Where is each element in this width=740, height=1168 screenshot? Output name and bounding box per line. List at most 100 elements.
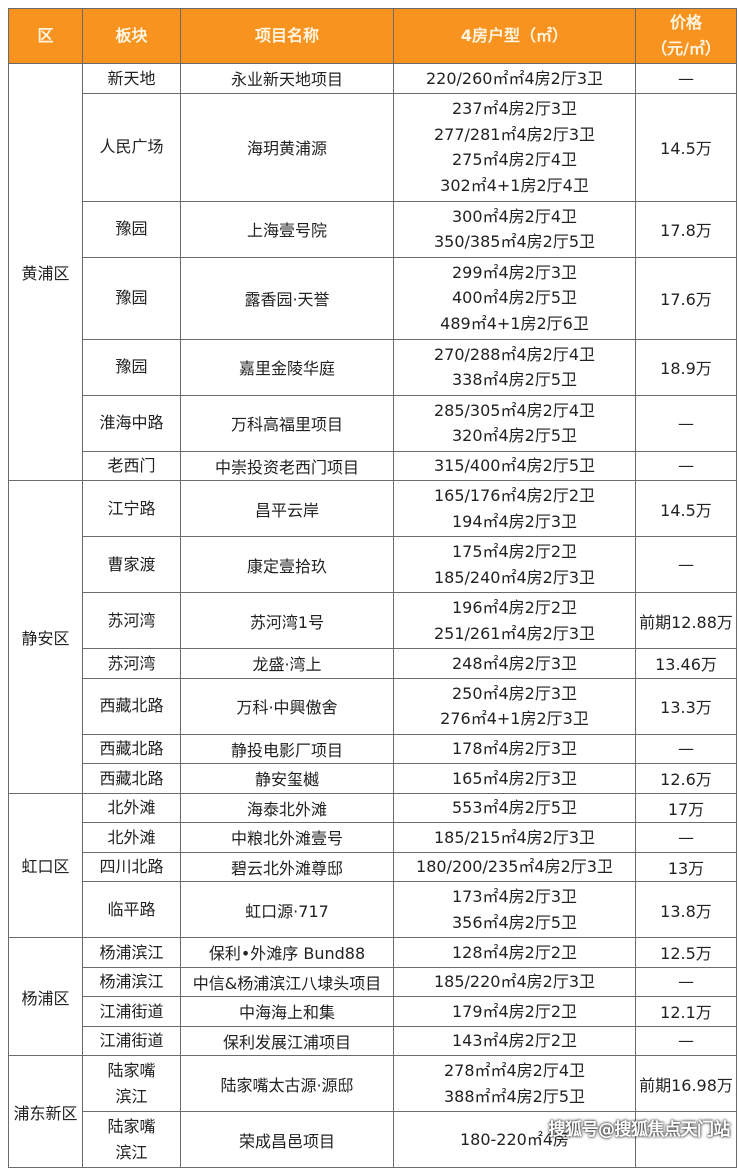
watermark: 搜狐号@搜狐焦点天门站	[548, 1120, 731, 1140]
price-cell: 17.8万	[635, 200, 737, 258]
table-row: 浦东新区 陆家嘴 滨江 陆家嘴太古源·源邸 278㎡㎡4房2厅4卫 388㎡㎡4房2厅5卫…	[8, 1055, 737, 1168]
price-cell: 12.5万	[635, 937, 737, 968]
sector-line: 北外滩	[107, 798, 156, 817]
layout-line: 300㎡4房2厅4卫	[451, 206, 578, 226]
layout-line: 315/400㎡4房2厅5卫	[433, 456, 595, 475]
header-sector: 板块	[82, 8, 181, 64]
layout-line: 220/260㎡㎡4房2厅3卫	[425, 68, 603, 88]
layout-cell: 165㎡4房2厅3卫	[393, 763, 636, 794]
table-row: 江浦街道 中海海上和集 179㎡4房2厅2卫 12.1万	[9, 996, 737, 1027]
sector-cell: 江宁路	[82, 480, 181, 537]
project-cell: 虹口源·717	[180, 881, 394, 938]
table-row: 静安区 江宁路 昌平云岸 165/176㎡4房2厅2卫 194㎡4房2厅3卫 14.5万	[8, 480, 737, 794]
layout-line: 196㎡4房2厅2卫	[451, 598, 578, 617]
layout-cell: 180/200/235㎡4房2厅3卫	[393, 851, 636, 882]
layout-cell: 179㎡4房2厅2卫	[393, 996, 636, 1027]
sector-cell: 豫园	[82, 256, 181, 340]
sector-line: 淮海中路	[99, 413, 164, 433]
layout-cell: 285/305㎡4房2厅4卫 320㎡4房2厅5卫	[393, 394, 636, 452]
layout-cell: 299㎡4房2厅3卫 400㎡4房2厅5卫 489㎡4+1房2厅6卫	[393, 256, 636, 340]
price-cell: —	[635, 394, 737, 452]
project-cell: 保利发展江浦项目	[180, 1025, 394, 1056]
table-row: 人民广场 海玥黄浦源 237㎡4房2厅3卫 277/281㎡4房2厅3卫 275㎡4房2…	[9, 92, 737, 202]
layout-cell: 185/215㎡4房2厅3卫	[393, 822, 636, 853]
layout-cell: 248㎡4房2厅3卫	[393, 648, 636, 679]
sector-cell: 曹家渡	[82, 536, 181, 593]
layout-line: 251/261㎡4房2厅3卫	[433, 623, 595, 643]
layout-cell: 173㎡4房2厅3卫 356㎡4房2厅5卫	[393, 881, 636, 938]
layout-line: 400㎡4房2厅5卫	[451, 288, 578, 308]
project-cell: 荣成昌邑项目	[180, 1111, 394, 1168]
project-cell: 万科高福里项目	[180, 394, 394, 452]
price-cell: 前期12.88万	[635, 592, 737, 649]
layout-line: 165㎡4房2厅3卫	[451, 768, 578, 788]
price-cell: 17.6万	[635, 256, 737, 340]
sector-cell: 北外滩	[82, 792, 181, 823]
sector-line: 西藏北路	[99, 739, 164, 758]
layout-cell: 250㎡4房2厅3卫 276㎡4+1房2厅3卫	[393, 677, 636, 735]
table-row: 淮海中路 万科高福里项目 285/305㎡4房2厅4卫 320㎡4房2厅5卫 —	[9, 394, 737, 452]
layout-line: 175㎡4房2厅2卫	[451, 542, 578, 561]
layout-line: 250㎡4房2厅3卫	[451, 683, 578, 703]
price-cell: —	[635, 733, 737, 764]
layout-cell: 553㎡4房2厅5卫	[393, 792, 636, 823]
sector-cell: 西藏北路	[82, 763, 181, 794]
layout-line: 338㎡4房2厅5卫	[451, 370, 578, 389]
table-row: 豫园 上海壹号院 300㎡4房2厅4卫 350/385㎡4房2厅5卫 17.8万	[9, 200, 737, 258]
project-cell: 海泰北外滩	[180, 792, 394, 823]
sector-cell: 豫园	[82, 338, 181, 396]
header-layout: 4房户型（㎡）	[393, 8, 636, 64]
layout-line: 165/176㎡4房2厅2卫	[433, 486, 595, 505]
project-cell: 中粮北外滩壹号	[180, 822, 394, 853]
layout-line: 302㎡4+1房2厅4卫	[440, 175, 589, 195]
price-cell: —	[635, 1025, 737, 1056]
header-price-line2: （元/㎡）	[651, 39, 721, 58]
layout-cell: 196㎡4房2厅2卫 251/261㎡4房2厅3卫	[393, 592, 636, 649]
sector-line: 陆家嘴	[107, 1061, 156, 1080]
layout-line: 180/200/235㎡4房2厅3卫	[416, 857, 613, 876]
project-cell: 龙盛·湾上	[180, 648, 394, 679]
sector-line: 临平路	[107, 899, 156, 919]
price-cell: 12.6万	[635, 763, 737, 794]
layout-cell: 315/400㎡4房2厅5卫	[393, 450, 636, 481]
sector-cell: 苏河湾	[82, 592, 181, 649]
layout-cell: 165/176㎡4房2厅2卫 194㎡4房2厅3卫	[393, 480, 636, 537]
table-row: 四川北路 碧云北外滩尊邸 180/200/235㎡4房2厅3卫 13万	[9, 851, 737, 882]
sector-line: 江宁路	[107, 498, 156, 518]
project-cell: 嘉里金陵华庭	[180, 338, 394, 396]
sector-cell: 杨浦滨江	[82, 937, 181, 968]
layout-cell: 220/260㎡㎡4房2厅3卫	[393, 63, 636, 94]
price-cell: 13.8万	[635, 881, 737, 938]
sector-line: 滨江	[115, 1142, 148, 1162]
layout-line: 275㎡4房2厅4卫	[451, 150, 578, 169]
layout-line: 178㎡4房2厅3卫	[451, 739, 578, 758]
table-row: 西藏北路 万科·中興傲舍 250㎡4房2厅3卫 276㎡4+1房2厅3卫 13.3万	[9, 677, 737, 735]
layout-line: 285/305㎡4房2厅4卫	[433, 400, 595, 420]
layout-line: 350/385㎡4房2厅5卫	[433, 232, 595, 251]
table-row: 苏河湾 龙盛·湾上 248㎡4房2厅3卫 13.46万	[9, 648, 737, 679]
district-cell: 静安区	[8, 480, 83, 794]
project-cell: 万科·中興傲舍	[180, 677, 394, 735]
price-cell: —	[635, 822, 737, 853]
layout-line: 356㎡4房2厅5卫	[451, 912, 578, 932]
layout-line: 185/220㎡4房2厅3卫	[433, 972, 595, 991]
layout-line: 299㎡4房2厅3卫	[451, 262, 578, 282]
project-cell: 永业新天地项目	[180, 63, 394, 94]
header-price: 价格 （元/㎡）	[635, 8, 737, 64]
header-row: 区 板块 项目名称 4房户型（㎡） 价格 （元/㎡）	[8, 8, 737, 64]
header-project: 项目名称	[180, 8, 394, 64]
layout-cell: 143㎡4房2厅2卫	[393, 1025, 636, 1056]
sector-line: 人民广场	[99, 137, 164, 157]
sector-line: 豫园	[115, 288, 148, 308]
sector-line: 豫园	[115, 219, 148, 239]
district-cell: 虹口区	[8, 792, 83, 938]
table-row: 豫园 嘉里金陵华庭 270/288㎡4房2厅4卫 338㎡4房2厅5卫 18.9万	[9, 338, 737, 396]
table-row: 虹口区 北外滩 海泰北外滩 553㎡4房2厅5卫 17万	[8, 792, 737, 938]
layout-line: 553㎡4房2厅5卫	[451, 798, 578, 817]
layout-line: 320㎡4房2厅5卫	[451, 426, 578, 445]
table-row: 江浦街道 保利发展江浦项目 143㎡4房2厅2卫 —	[9, 1025, 737, 1056]
layout-cell: 270/288㎡4房2厅4卫 338㎡4房2厅5卫	[393, 338, 636, 396]
price-cell: —	[635, 966, 737, 997]
sector-line: 北外滩	[107, 827, 156, 847]
layout-cell: 175㎡4房2厅2卫 185/240㎡4房2厅3卫	[393, 536, 636, 593]
